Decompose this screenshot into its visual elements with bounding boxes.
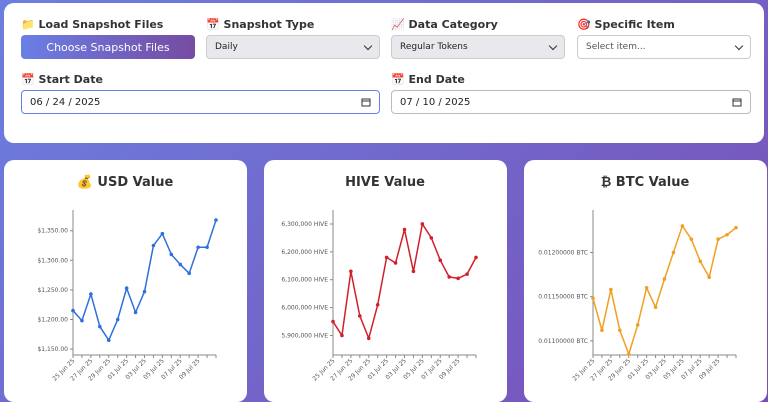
point bbox=[393, 261, 398, 265]
line bbox=[72, 219, 217, 342]
point bbox=[375, 303, 380, 307]
point bbox=[447, 275, 451, 279]
point bbox=[662, 277, 667, 281]
point bbox=[465, 272, 469, 276]
point bbox=[160, 231, 165, 236]
label: 🎯 Specific Item bbox=[577, 18, 675, 31]
date-value: 07 / 10 / 2025 bbox=[400, 96, 471, 108]
point bbox=[196, 245, 200, 250]
point bbox=[106, 338, 111, 343]
y-tick-label: 0.01100000 BTC bbox=[538, 338, 588, 345]
chart-title: ₿ BTC Value bbox=[601, 175, 690, 190]
point bbox=[618, 328, 622, 333]
y-tick-label: $1,250.00 bbox=[37, 287, 68, 294]
point bbox=[626, 352, 631, 356]
line bbox=[332, 221, 477, 341]
point bbox=[214, 218, 218, 222]
select-value: Select item... bbox=[586, 42, 646, 52]
point bbox=[151, 243, 156, 248]
point bbox=[671, 250, 676, 255]
chart-card: 💰 USD Value $1,150.00 $1,200.00 $1,250.00 $1… bbox=[4, 160, 247, 402]
point bbox=[331, 319, 335, 324]
point bbox=[133, 310, 138, 315]
y-tick-label: 6,200,000 HIVE bbox=[281, 249, 328, 256]
point bbox=[725, 232, 729, 237]
point bbox=[653, 305, 658, 310]
y-tick-label: $1,200.00 bbox=[37, 316, 68, 323]
point bbox=[98, 324, 102, 329]
chart-card: ₿ BTC Value 0.01100000 BTC 0.01150000 BTC 0… bbox=[524, 160, 767, 402]
point bbox=[411, 269, 416, 274]
point bbox=[609, 287, 613, 292]
point bbox=[142, 289, 147, 294]
calendar-icon bbox=[732, 98, 742, 107]
select[interactable]: Select item... bbox=[577, 35, 751, 59]
point bbox=[124, 286, 129, 290]
point bbox=[707, 275, 711, 279]
y-tick-label: $1,300.00 bbox=[37, 257, 68, 264]
point bbox=[591, 296, 595, 301]
point bbox=[358, 314, 362, 318]
point bbox=[340, 333, 344, 338]
select[interactable]: Regular Tokens bbox=[391, 35, 565, 59]
y-tick-label: $1,350.00 bbox=[37, 228, 68, 235]
point bbox=[680, 224, 685, 228]
y-tick-label: 0.01150000 BTC bbox=[538, 294, 588, 301]
point bbox=[698, 259, 703, 264]
chart-title: 💰 USD Value bbox=[77, 174, 174, 190]
point bbox=[456, 276, 460, 281]
label: 📁 Load Snapshot Files bbox=[21, 18, 164, 31]
chart-title: HIVE Value bbox=[345, 175, 425, 190]
y-tick-label: $1,150.00 bbox=[37, 346, 68, 353]
point bbox=[366, 336, 371, 341]
chart-card: HIVE Value 5,900,000 HIVE 6,000,000 HIVE 6,… bbox=[264, 160, 507, 402]
point bbox=[689, 237, 694, 241]
label: 📅 Start Date bbox=[21, 73, 103, 86]
point bbox=[115, 317, 120, 322]
date-input[interactable]: 06 / 24 / 2025 bbox=[21, 90, 380, 114]
point bbox=[635, 323, 640, 327]
point bbox=[178, 262, 183, 267]
point bbox=[438, 258, 443, 262]
select-value: Daily bbox=[215, 42, 238, 52]
point bbox=[384, 255, 389, 260]
point bbox=[205, 245, 209, 250]
y-tick-label: 6,300,000 HIVE bbox=[281, 221, 328, 228]
point bbox=[349, 269, 353, 274]
point bbox=[429, 236, 434, 240]
label: 📈 Data Category bbox=[391, 18, 498, 31]
label: 📅 End Date bbox=[391, 73, 465, 86]
point bbox=[716, 237, 720, 241]
file-button[interactable]: Choose Snapshot Files bbox=[21, 35, 195, 59]
point bbox=[600, 328, 604, 333]
label: 📅 Snapshot Type bbox=[206, 18, 315, 31]
y-tick-label: 6,100,000 HIVE bbox=[281, 277, 328, 284]
point bbox=[644, 286, 649, 290]
point bbox=[80, 318, 84, 323]
y-tick-label: 5,900,000 HIVE bbox=[281, 332, 328, 339]
controls-panel bbox=[4, 3, 764, 143]
point bbox=[71, 308, 75, 313]
y-tick-label: 0.01200000 BTC bbox=[538, 249, 588, 256]
line bbox=[592, 224, 737, 357]
point bbox=[187, 271, 191, 276]
date-value: 06 / 24 / 2025 bbox=[30, 96, 101, 108]
point bbox=[734, 225, 738, 230]
select-value: Regular Tokens bbox=[400, 42, 468, 52]
point bbox=[89, 292, 93, 296]
y-tick-label: 6,000,000 HIVE bbox=[281, 305, 328, 312]
point bbox=[169, 252, 174, 257]
calendar-icon bbox=[361, 98, 371, 107]
point bbox=[420, 222, 425, 226]
point bbox=[474, 255, 478, 260]
date-input[interactable]: 07 / 10 / 2025 bbox=[391, 90, 751, 114]
select[interactable]: Daily bbox=[206, 35, 380, 59]
point bbox=[402, 227, 407, 232]
